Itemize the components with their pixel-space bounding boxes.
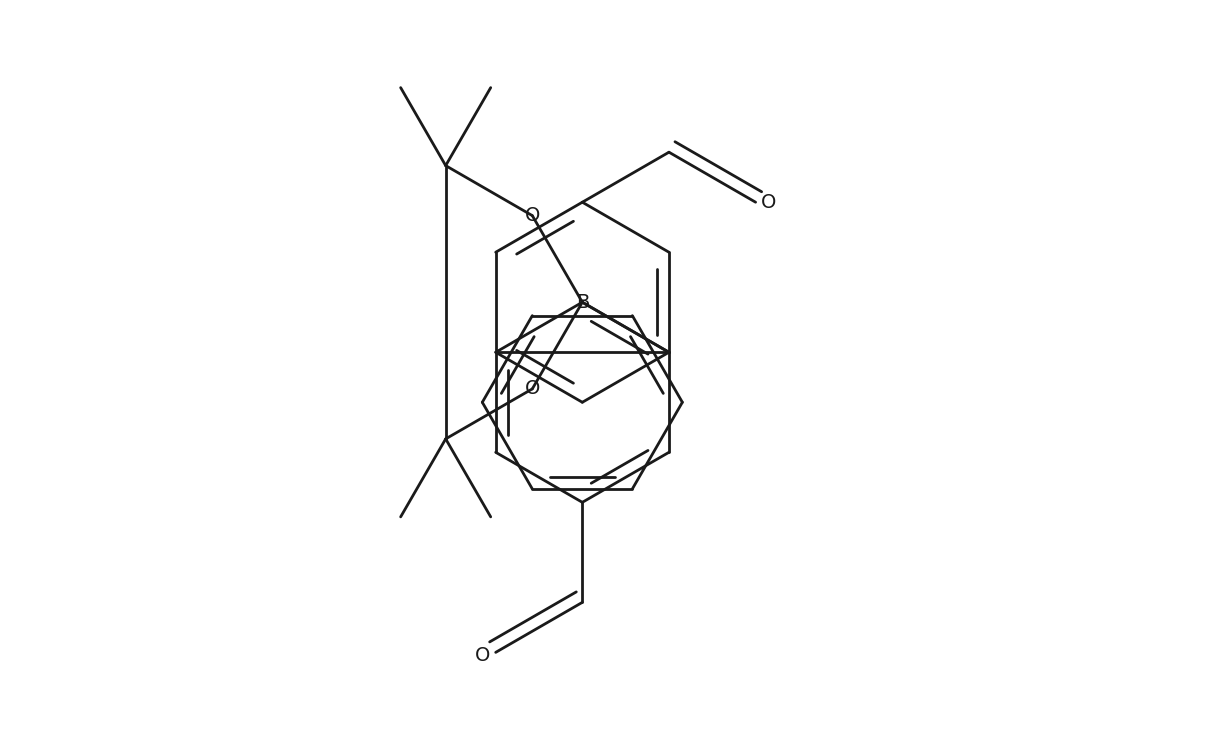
- Text: O: O: [475, 646, 490, 665]
- Text: B: B: [576, 293, 590, 312]
- Text: O: O: [761, 192, 777, 212]
- Text: O: O: [524, 380, 540, 398]
- Text: O: O: [524, 206, 540, 225]
